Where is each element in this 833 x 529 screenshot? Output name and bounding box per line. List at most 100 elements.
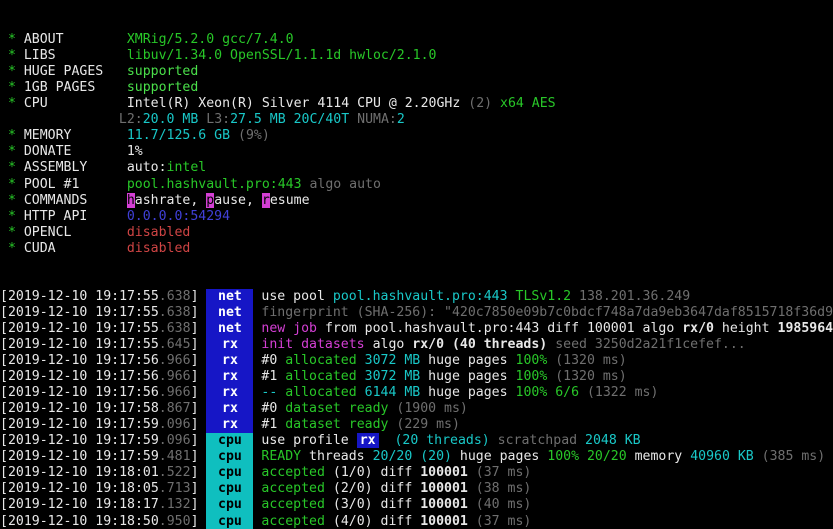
header-row: * MEMORY 11.7/125.6 GB (9%) xyxy=(0,128,833,144)
log-timestamp-close: ] xyxy=(190,401,207,417)
l3-value: 27.5 MB xyxy=(230,112,294,128)
command-pause-key: p xyxy=(206,192,215,208)
backend-status: disabled xyxy=(126,224,191,240)
log-segment: (20) xyxy=(420,449,460,465)
indent xyxy=(0,48,8,63)
log-tag-net: rx xyxy=(206,401,254,418)
bullet-icon: * xyxy=(7,64,24,80)
indent xyxy=(0,32,8,47)
log-segment: (229 ms) xyxy=(388,417,460,433)
log-timestamp-close: ] xyxy=(190,288,207,304)
bullet-icon: * xyxy=(7,176,24,192)
log-segment: -- xyxy=(261,385,286,401)
log-segment: threads xyxy=(309,449,373,465)
header-row: * HUGE PAGES supported xyxy=(0,64,833,80)
header-label: HUGE PAGES xyxy=(23,64,104,80)
log-timestamp-close: ] xyxy=(190,385,207,401)
bullet-icon: * xyxy=(7,192,24,208)
indent xyxy=(0,241,8,256)
log-tag-net: net xyxy=(206,304,254,321)
command-resume-label: esume xyxy=(269,192,310,208)
log-segment: 100% 20/20 xyxy=(547,449,635,465)
header-label: CPU xyxy=(23,96,48,112)
log-segment: huge pages xyxy=(420,369,516,385)
log-segment: 100% xyxy=(515,353,548,369)
xmrig-log-block: [2019-12-10 19:17:55.638] net use pool p… xyxy=(0,288,833,529)
log-segment: (40 ms) xyxy=(467,497,532,513)
log-timestamp: [2019-12-10 19:17:56 xyxy=(0,369,159,385)
core-thread-count: 20C/40T xyxy=(293,112,358,128)
log-segment: (2/0) xyxy=(332,481,381,497)
log-tag-net: rx xyxy=(206,417,254,434)
indent xyxy=(0,144,8,159)
log-line: [2019-12-10 19:18:17.132] cpu accepted (… xyxy=(0,497,833,514)
log-timestamp: [2019-12-10 19:17:59 xyxy=(0,417,159,433)
log-segment: 40960 KB xyxy=(690,449,754,465)
log-segment: init datasets xyxy=(261,336,373,352)
log-timestamp-ms: .638 xyxy=(158,304,191,320)
log-line: [2019-12-10 19:17:56.966] rx #1 allocate… xyxy=(0,369,833,386)
pages-value: supported xyxy=(126,80,199,96)
log-timestamp-close: ] xyxy=(190,417,207,433)
header-row: * ABOUT XMRig/5.2.0 gcc/7.4.0 xyxy=(0,32,833,48)
log-timestamp-ms: .132 xyxy=(158,497,191,513)
header-row: * CPU Intel(R) Xeon(R) Silver 4114 CPU @ … xyxy=(0,96,833,112)
assembly-target: intel xyxy=(166,160,207,176)
log-segment: pool.hashvault.pro:443 xyxy=(332,288,516,304)
log-segment: (1320 ms) xyxy=(547,353,627,369)
about-value: XMRig/5.2.0 gcc/7.4.0 xyxy=(126,32,294,48)
log-segment: scratchpad xyxy=(489,433,586,449)
log-timestamp-close: ] xyxy=(190,513,207,529)
log-line: [2019-12-10 19:17:59.096] cpu use profil… xyxy=(0,433,833,450)
log-segment: allocated xyxy=(285,353,365,369)
log-tag-cpu: cpu xyxy=(206,449,254,466)
log-line: [2019-12-10 19:17:55.645] rx init datase… xyxy=(0,336,833,354)
log-timestamp-close: ] xyxy=(190,369,207,385)
log-segment: 20/20 xyxy=(372,449,421,465)
pages-value: supported xyxy=(126,64,199,80)
log-timestamp-ms: .645 xyxy=(158,336,191,352)
log-segment: memory xyxy=(634,449,691,465)
bullet-icon: * xyxy=(7,224,24,240)
log-segment: algo xyxy=(372,336,413,352)
log-timestamp-close: ] xyxy=(190,353,207,369)
log-segment: (1900 ms) xyxy=(388,401,468,417)
header-label: ASSEMBLY xyxy=(23,160,88,176)
header-label: DONATE xyxy=(23,144,72,160)
log-timestamp: [2019-12-10 19:18:01 xyxy=(0,465,159,481)
log-segment: accepted xyxy=(261,465,333,481)
log-timestamp-ms: .867 xyxy=(158,401,191,417)
log-segment: use profile xyxy=(261,433,357,449)
http-api-value: 0.0.0.0:54294 xyxy=(126,208,231,224)
log-timestamp-close: ] xyxy=(190,465,207,481)
header-label: ABOUT xyxy=(23,32,64,48)
bullet-icon: * xyxy=(7,160,24,176)
log-segment: 100001 xyxy=(420,497,468,513)
xmrig-header-block: * ABOUT XMRig/5.2.0 gcc/7.4.0 * LIBS libuv… xyxy=(0,32,833,257)
log-tag-cpu: cpu xyxy=(206,513,254,529)
log-segment: allocated xyxy=(285,385,365,401)
log-timestamp-ms: .713 xyxy=(158,481,191,497)
log-segment: rx/0 xyxy=(682,320,714,336)
log-segment: diff xyxy=(380,481,421,497)
log-tag-net: rx xyxy=(206,336,254,354)
memory-percent: (9%) xyxy=(238,128,270,144)
log-timestamp: [2019-12-10 19:17:55 xyxy=(0,336,159,352)
header-row: * OPENCL disabled xyxy=(0,225,833,241)
log-segment: #1 xyxy=(261,369,286,385)
log-timestamp-close: ] xyxy=(190,481,207,497)
header-label: COMMANDS xyxy=(23,192,88,208)
log-segment: from pool.hashvault.pro:443 diff 100001 … xyxy=(324,320,683,336)
l3-label: L3: xyxy=(206,112,231,128)
bullet-icon: * xyxy=(7,240,24,256)
indent xyxy=(0,225,8,240)
log-line: [2019-12-10 19:17:55.638] net fingerprin… xyxy=(0,304,833,321)
header-label: CUDA xyxy=(23,240,56,256)
header-label: OPENCL xyxy=(23,224,72,240)
log-segment: (37 ms) xyxy=(467,513,532,529)
log-line: [2019-12-10 19:18:05.713] cpu accepted (… xyxy=(0,481,833,498)
log-segment: 6144 MB xyxy=(364,385,421,401)
log-timestamp-ms: .481 xyxy=(158,449,191,465)
log-tag-net: rx xyxy=(206,353,254,370)
